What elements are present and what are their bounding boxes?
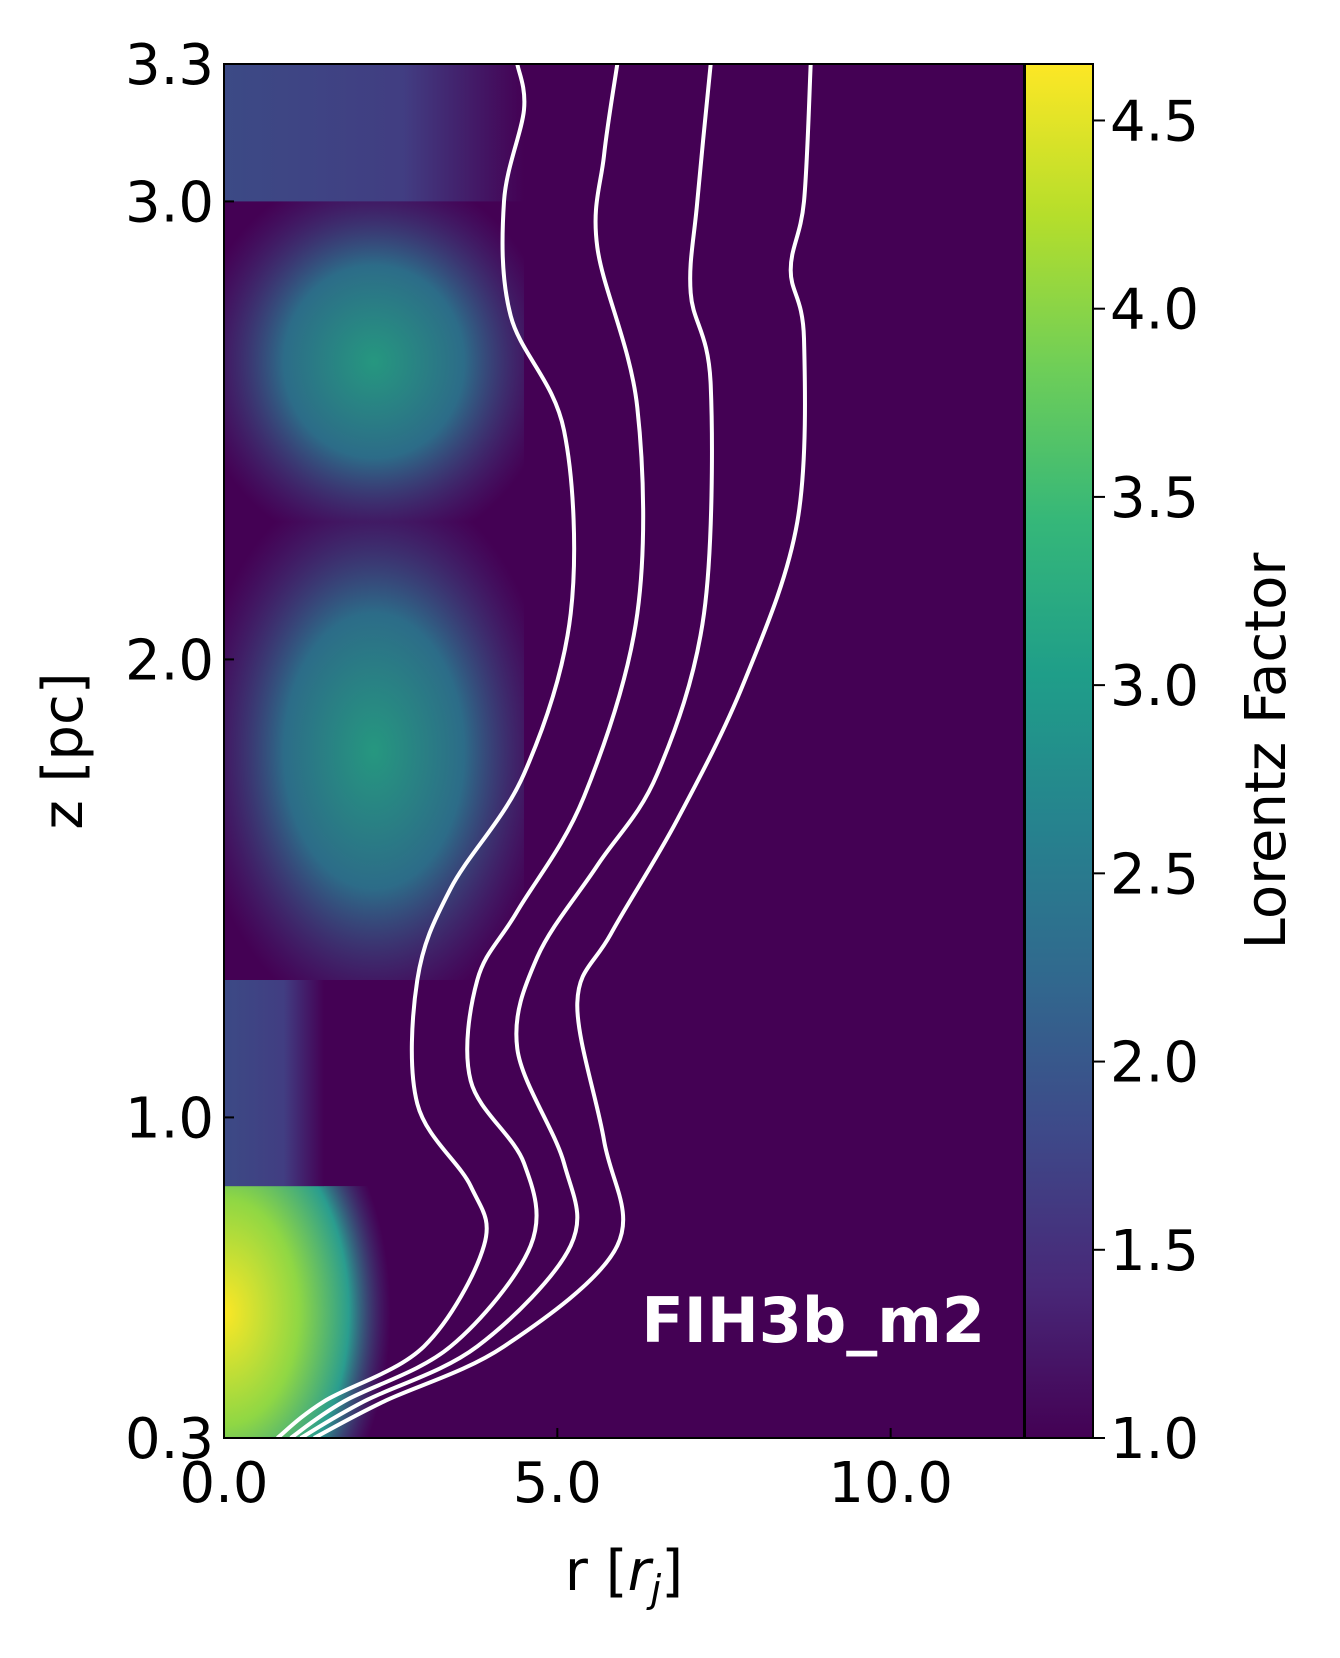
contour-line xyxy=(299,64,714,1438)
colorbar-label: Lorentz Factor xyxy=(1234,552,1299,950)
x-tick-label: 10.0 xyxy=(828,1451,953,1516)
x-axis-label-unit: r xyxy=(628,1539,654,1604)
heatmap-region xyxy=(224,201,524,522)
x-axis: 0.0 5.0 10.0 xyxy=(179,1428,953,1516)
colorbar-tick-label: 4.5 xyxy=(1110,89,1199,154)
heatmap-region xyxy=(224,522,524,980)
contour-lines xyxy=(276,64,813,1438)
x-tick-label: 5.0 xyxy=(513,1451,602,1516)
heatmap-region xyxy=(224,1186,391,1438)
contour-line xyxy=(313,64,813,1438)
y-tick-label: 0.3 xyxy=(125,1407,214,1472)
model-annotation: FIH3b_m2 xyxy=(641,1284,985,1357)
heatmap-regions xyxy=(224,64,524,1438)
colorbar: 1.0 1.5 2.0 2.5 3.0 3.5 4.0 4.5 Lorentz Factor xyxy=(1024,63,1299,1472)
colorbar-gradient xyxy=(1024,63,1094,1439)
y-axis: 0.3 1.0 2.0 3.0 3.3 xyxy=(125,33,234,1472)
contour-line xyxy=(276,64,577,1438)
y-tick-label: 1.0 xyxy=(125,1086,214,1151)
y-tick-label: 3.0 xyxy=(125,170,214,235)
x-axis-label: r [rj] xyxy=(565,1539,683,1611)
y-axis-label: z [pc] xyxy=(31,672,96,829)
colorbar-tick-label: 3.0 xyxy=(1110,654,1199,719)
y-tick-label: 3.3 xyxy=(125,33,214,98)
x-axis-label-bracket-close: ] xyxy=(661,1539,683,1604)
colorbar-tick-label: 4.0 xyxy=(1110,278,1199,343)
colorbar-tick-label: 3.5 xyxy=(1110,466,1199,531)
x-axis-label-symbol: r xyxy=(565,1539,589,1604)
plot-area: FIH3b_m2 xyxy=(224,64,1024,1438)
colorbar-tick-label: 2.0 xyxy=(1110,1031,1199,1096)
colorbar-ticks: 1.0 1.5 2.0 2.5 3.0 3.5 4.0 4.5 xyxy=(1093,89,1199,1472)
colorbar-tick-label: 2.5 xyxy=(1110,842,1199,907)
x-tick-label: 0.0 xyxy=(179,1451,268,1516)
colorbar-tick-label: 1.5 xyxy=(1110,1219,1199,1284)
heatmap-region xyxy=(224,980,324,1187)
x-axis-label-bracket-open: [ xyxy=(606,1539,628,1604)
colorbar-tick-label: 1.0 xyxy=(1110,1407,1199,1472)
y-tick-label: 2.0 xyxy=(125,628,214,693)
contour-line xyxy=(289,64,646,1438)
heatmap-region xyxy=(224,64,524,202)
